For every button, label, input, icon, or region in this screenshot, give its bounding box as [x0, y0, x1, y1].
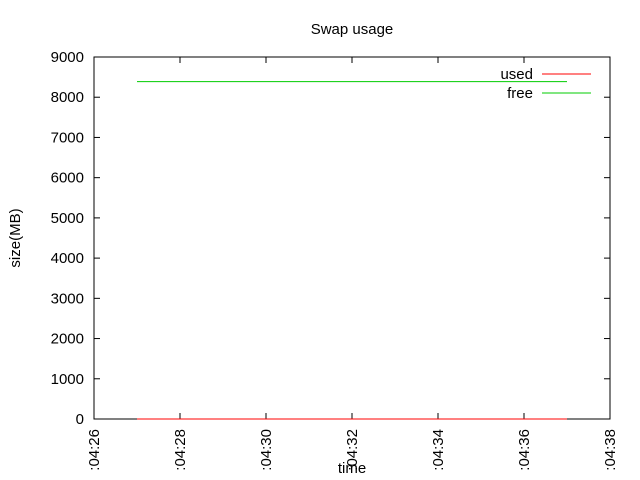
- x-tick-label: :04:26: [86, 429, 103, 471]
- plot-border: [93, 56, 611, 420]
- x-tick-label: :04:34: [430, 429, 447, 471]
- x-axis-label: time: [338, 460, 366, 477]
- series-lines: [137, 81, 567, 420]
- x-tick-label: :04:36: [516, 429, 533, 471]
- x-tick-label: :04:32: [344, 429, 361, 471]
- x-tick-label: :04:30: [258, 429, 275, 471]
- y-tick-label: 3000: [51, 290, 84, 307]
- x-tick-label: :04:28: [172, 429, 189, 471]
- legend: used free: [500, 66, 591, 102]
- x-axis: :04:26 :04:28 :04:30 :04:32 :04:34 :04:36 :04:…: [86, 57, 619, 471]
- y-axis: 0 1000 2000 3000 4000 5000 6000 7000 8000 9000: [51, 49, 610, 428]
- y-tick-label: 1000: [51, 371, 84, 388]
- y-tick-label: 9000: [51, 49, 84, 66]
- y-tick-label: 0: [76, 411, 84, 428]
- y-tick-label: 4000: [51, 250, 84, 267]
- plot-frame: [93, 56, 611, 420]
- y-tick-label: 6000: [51, 170, 84, 187]
- y-tick-label: 7000: [51, 129, 84, 146]
- legend-label-used: used: [500, 66, 533, 83]
- y-axis-label: size(MB): [7, 208, 24, 267]
- chart-title: Swap usage: [311, 21, 394, 38]
- y-tick-label: 8000: [51, 89, 84, 106]
- x-tick-label: :04:38: [602, 429, 619, 471]
- y-tick-label: 5000: [51, 210, 84, 227]
- legend-label-free: free: [507, 85, 533, 102]
- y-tick-label: 2000: [51, 331, 84, 348]
